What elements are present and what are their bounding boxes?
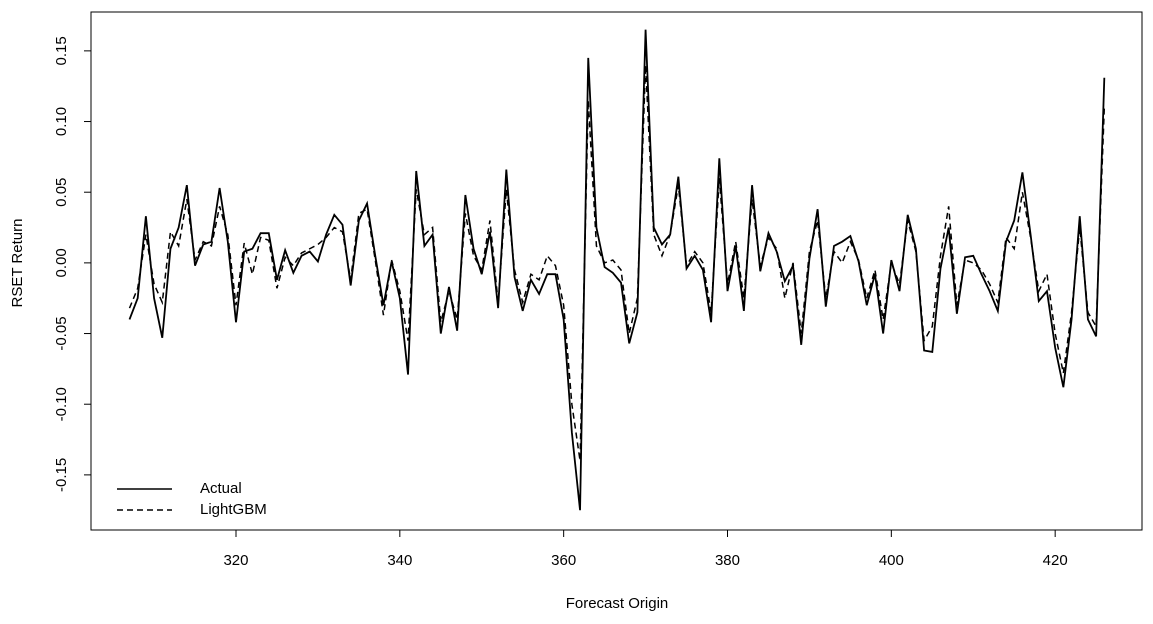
series-line	[128, 29, 1106, 511]
x-tick-label: 340	[387, 552, 412, 569]
y-tick-label: 0.05	[53, 178, 70, 207]
x-tick-label: 320	[223, 552, 248, 569]
y-tick-label: -0.05	[53, 316, 70, 350]
y-tick-label: -0.15	[53, 458, 70, 492]
x-tick-label: 420	[1043, 552, 1068, 569]
x-tick-label: 360	[551, 552, 576, 569]
y-tick-label: -0.10	[53, 387, 70, 421]
y-tick-label: 0.00	[53, 248, 70, 277]
series-line	[128, 64, 1106, 461]
plot-frame	[90, 11, 1143, 531]
x-tick-label: 400	[879, 552, 904, 569]
legend-label: LightGBM	[200, 501, 267, 518]
y-axis-label: RSET Return	[9, 219, 26, 308]
x-axis-label: Forecast Origin	[566, 595, 669, 612]
legend-label: Actual	[200, 480, 242, 497]
x-tick-label: 380	[715, 552, 740, 569]
y-tick-label: 0.10	[53, 107, 70, 136]
y-tick-label: 0.15	[53, 36, 70, 65]
